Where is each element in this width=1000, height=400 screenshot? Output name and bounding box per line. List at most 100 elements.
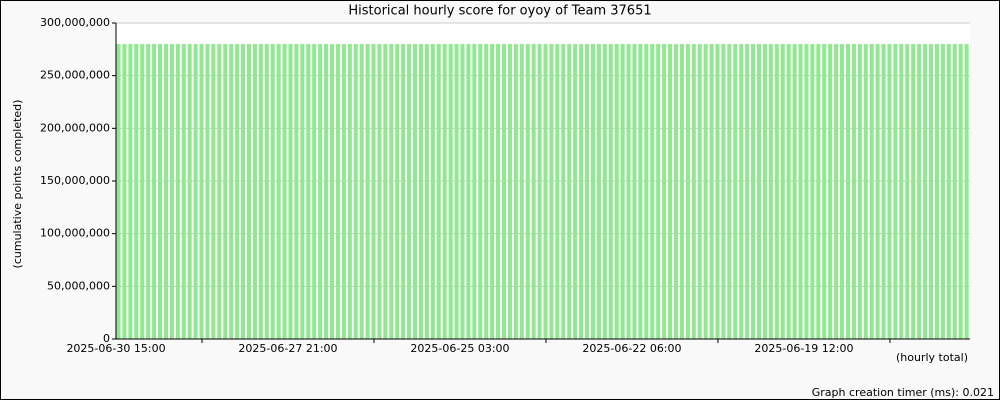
bar: [739, 44, 744, 340]
bar: [561, 44, 566, 340]
bar: [276, 44, 281, 340]
bar: [952, 44, 957, 340]
bar: [383, 44, 388, 340]
bar: [549, 44, 554, 340]
bar: [187, 44, 192, 340]
bar: [638, 44, 643, 340]
bar: [881, 44, 886, 340]
bar: [407, 44, 412, 340]
y-tick-label: 100,000,000: [40, 227, 110, 240]
chart-title: Historical hourly score for oyoy of Team…: [348, 4, 651, 19]
bar: [673, 44, 679, 340]
bar: [134, 44, 139, 340]
bar: [246, 44, 252, 340]
bar: [460, 44, 465, 340]
x-tick-label: 2025-06-19 12:00: [754, 342, 853, 355]
y-tick-label: 250,000,000: [40, 69, 110, 82]
bar: [715, 44, 720, 340]
bar: [312, 44, 317, 340]
bar: [122, 44, 127, 340]
bar: [223, 44, 228, 340]
y-axis-label: (cumulative points completed): [11, 100, 24, 269]
bar: [158, 44, 163, 340]
bar: [163, 44, 168, 340]
bar: [519, 44, 524, 340]
bar: [745, 44, 750, 340]
bar: [768, 44, 773, 340]
bar: [454, 44, 459, 340]
bar: [330, 44, 335, 340]
y-tick-label: 0: [103, 332, 110, 345]
bar: [679, 44, 684, 340]
bar: [116, 44, 121, 340]
bar: [318, 44, 323, 340]
bar: [899, 44, 904, 340]
bar: [691, 44, 696, 340]
bar: [579, 44, 584, 340]
footer: Graph creation timer (ms): 0.021: [812, 386, 994, 399]
bar: [585, 44, 590, 340]
bar: [181, 44, 186, 340]
bar: [211, 44, 216, 340]
bar: [804, 44, 809, 340]
bar: [324, 44, 329, 340]
bar: [152, 44, 157, 340]
bar: [371, 44, 376, 340]
bar: [757, 44, 762, 340]
bar: [359, 44, 364, 340]
bar: [590, 44, 595, 340]
bar: [923, 44, 928, 340]
bar: [762, 44, 767, 340]
bar: [697, 44, 702, 340]
bar: [205, 44, 210, 340]
bar: [199, 44, 204, 340]
bar: [905, 44, 910, 340]
bar: [229, 44, 234, 340]
bar: [128, 44, 133, 340]
bar: [258, 44, 263, 340]
bar: [620, 44, 625, 340]
bar: [614, 44, 619, 340]
bar: [389, 44, 394, 340]
bar: [537, 44, 542, 340]
bar: [644, 44, 649, 340]
bar: [270, 44, 275, 340]
bar: [169, 44, 174, 340]
bar: [857, 44, 862, 340]
y-tick-label: 50,000,000: [47, 279, 110, 292]
bar: [946, 44, 951, 340]
bar: [840, 44, 845, 340]
bar: [875, 44, 880, 340]
bar: [822, 44, 827, 340]
bar: [555, 44, 560, 340]
bar: [893, 44, 898, 340]
bar: [430, 44, 435, 340]
bar: [525, 44, 530, 340]
bar: [347, 44, 352, 340]
bar: [478, 44, 483, 340]
y-tick-label: 150,000,000: [40, 174, 110, 187]
bar: [294, 44, 299, 340]
bar: [911, 44, 916, 340]
bar: [335, 44, 340, 340]
bar: [709, 44, 714, 340]
bar: [418, 44, 423, 340]
bar: [448, 44, 453, 340]
bar: [934, 44, 939, 340]
bar: [424, 44, 429, 340]
x-tick-label: 2025-06-22 06:00: [582, 342, 681, 355]
bar: [602, 44, 607, 340]
bar: [484, 44, 489, 340]
bar: [217, 44, 222, 340]
bar: [958, 44, 963, 340]
bar: [703, 44, 708, 340]
x-axis-label: (hourly total): [896, 351, 968, 364]
bar: [507, 44, 512, 340]
bar: [300, 44, 305, 340]
bar: [798, 44, 803, 340]
bar: [863, 44, 868, 340]
bar: [543, 44, 548, 340]
bar: [413, 44, 418, 340]
bar: [401, 44, 406, 340]
